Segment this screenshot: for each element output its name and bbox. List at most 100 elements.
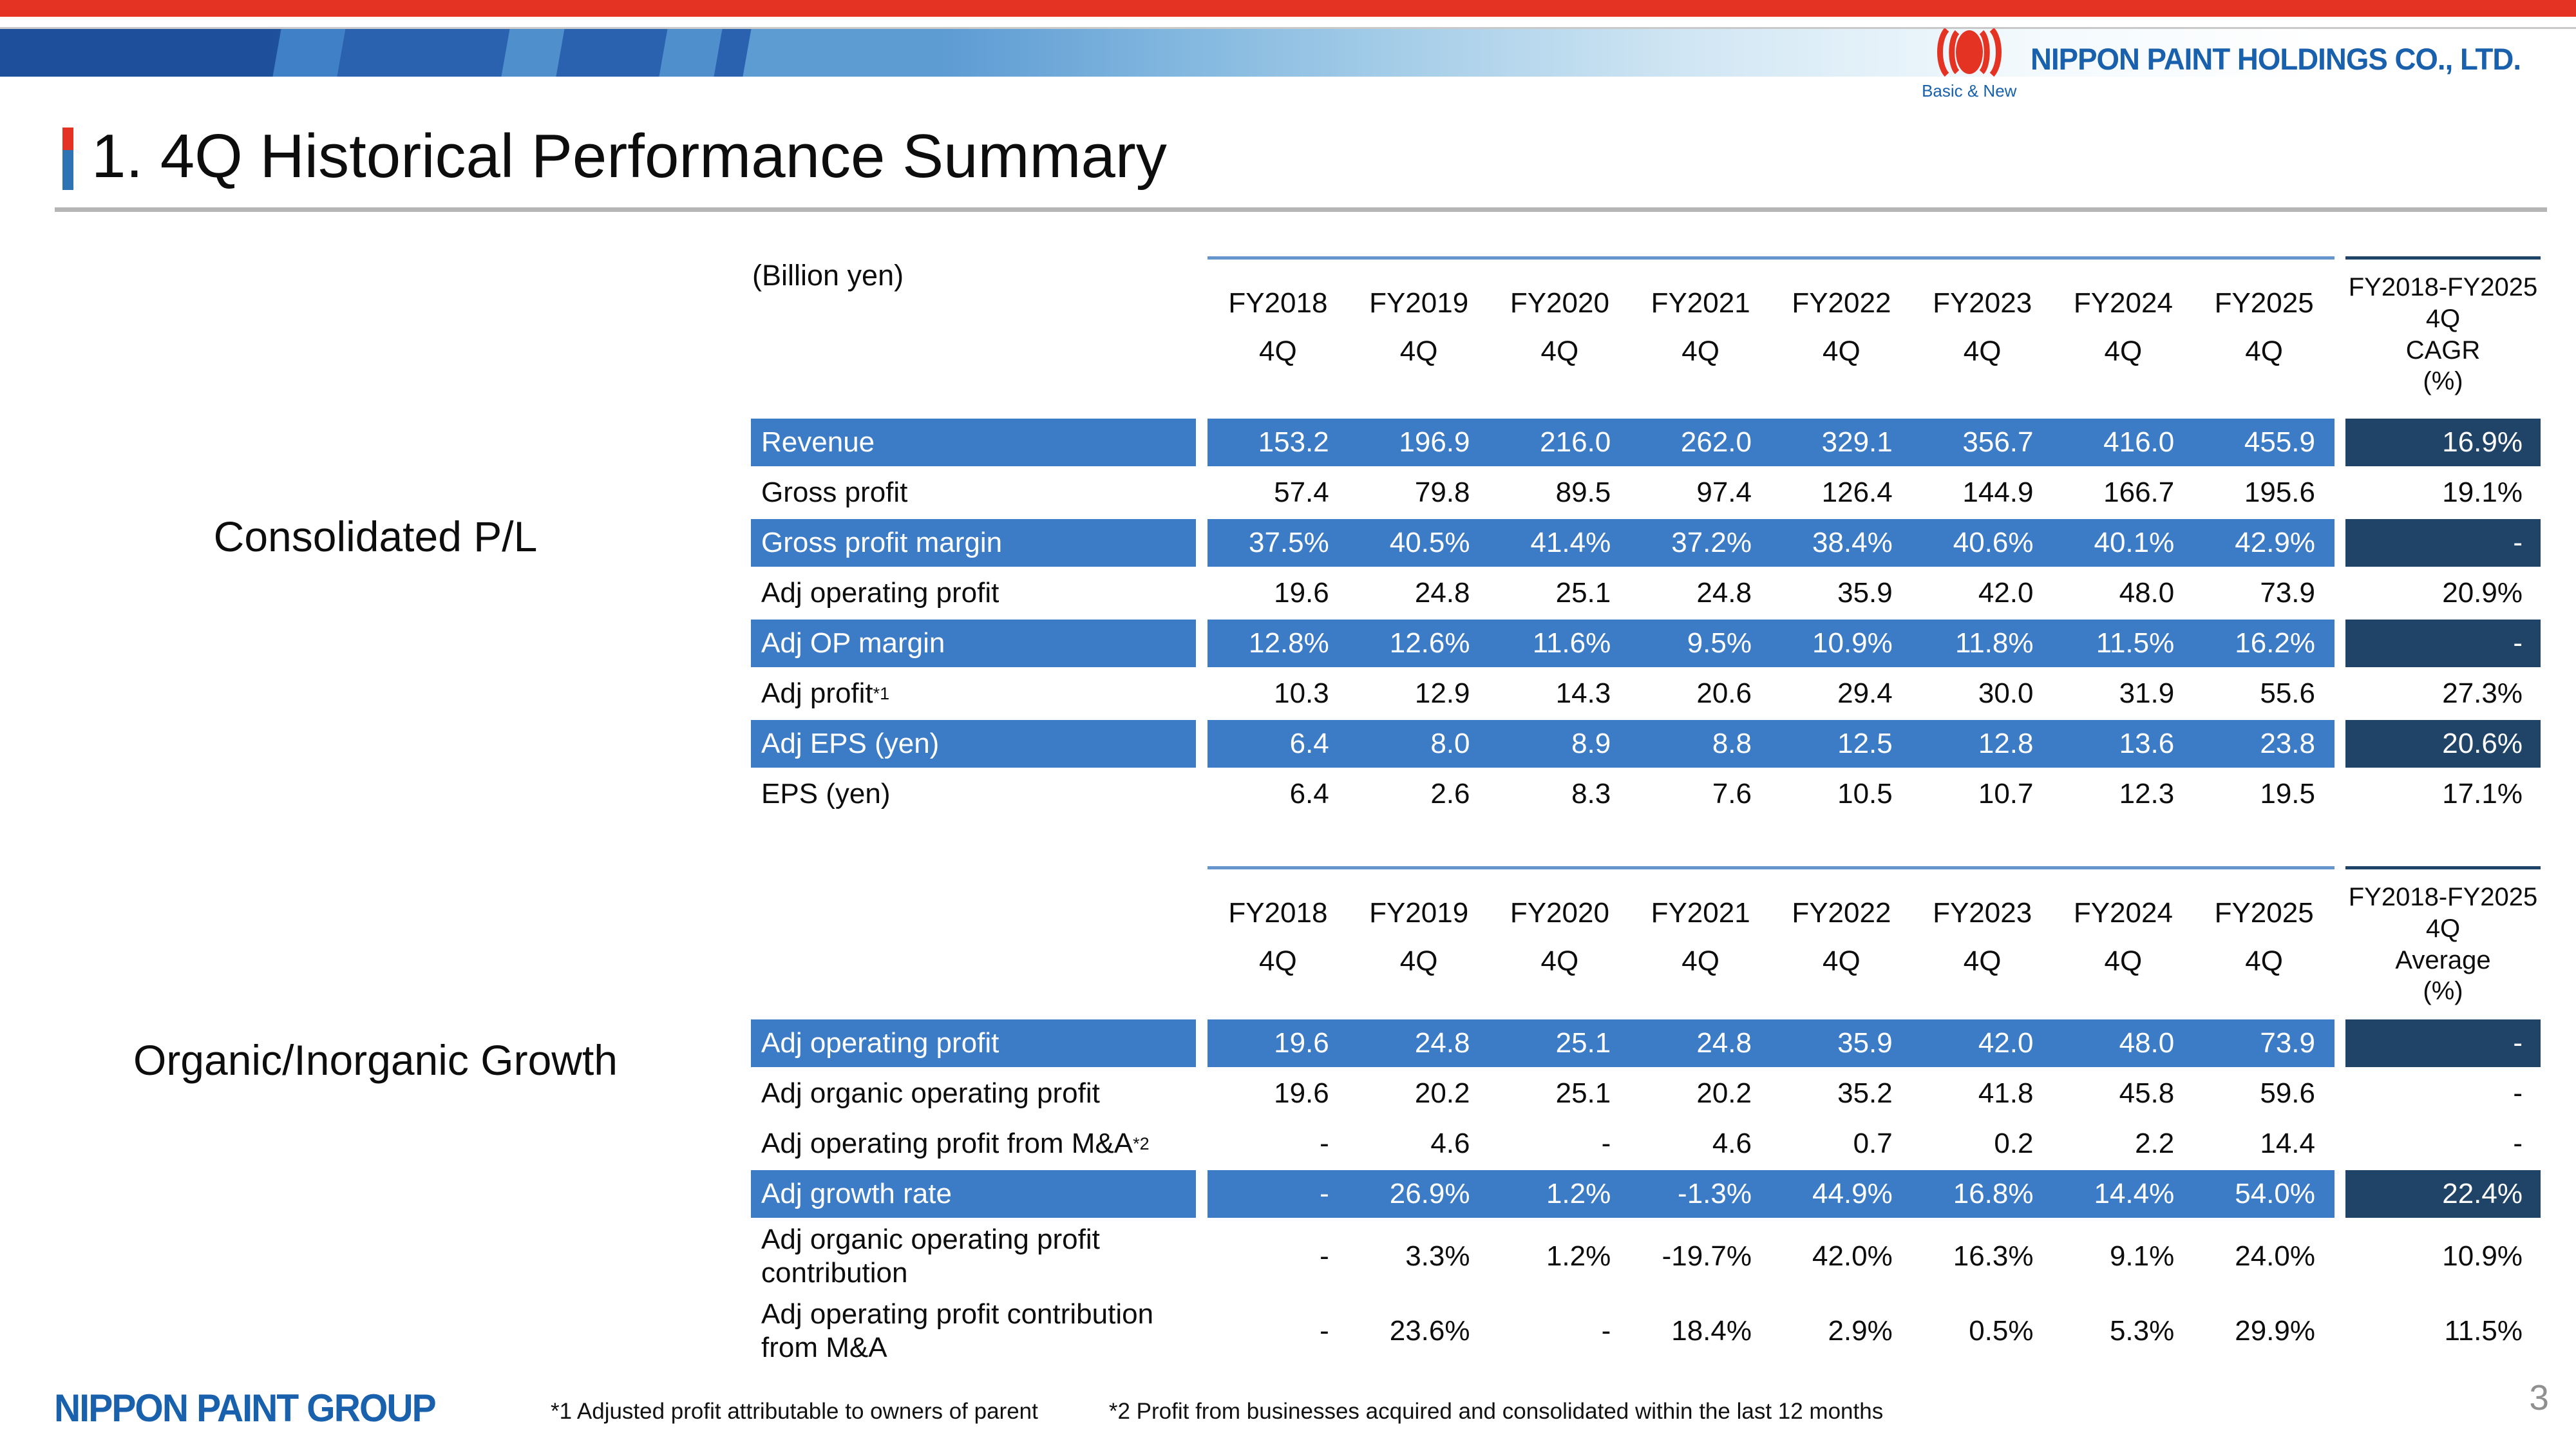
value-cell: 18.4% [1671, 1315, 1752, 1347]
summary-top-border [2345, 866, 2541, 869]
table-row: EPS (yen) 6.4 2.6 8.3 7.6 10.5 10.7 12.3 19.5 17.… [751, 770, 2541, 818]
value-cell: 41.4% [1530, 527, 1611, 558]
column-header-year: FY2022 [1792, 287, 1891, 319]
row-gutter [1196, 1170, 1208, 1218]
value-cell: 42.0 [1978, 577, 2034, 609]
column-header-year: FY2019 [1369, 287, 1469, 319]
table-row: Adj organic operating profit 19.6 20.2 25.1… [751, 1070, 2541, 1117]
row-values: 10.3 12.9 14.3 20.6 29.4 30.0 31.9 55.6 [1208, 670, 2334, 717]
column-header-year: FY2021 [1651, 287, 1750, 319]
value-cell: -19.7% [1662, 1240, 1752, 1272]
table-row: Gross profit margin 37.5% 40.5% 41.4% 37.2% 3… [751, 519, 2541, 567]
value-cell: 42.0 [1978, 1027, 2034, 1059]
value-cell: - [1320, 1178, 1329, 1209]
row-label: Adj OP margin [751, 620, 1196, 667]
value-cell: 57.4 [1274, 477, 1329, 508]
value-cell: 20.6 [1696, 677, 1752, 709]
company-logo: Basic & New NIPPON PAINT HOLDINGS CO., L… [1922, 28, 2536, 101]
column-header-quarter: 4Q [1963, 335, 2002, 367]
column-header: FY2025 4Q [2193, 279, 2334, 397]
value-cell: 40.1% [2094, 527, 2175, 558]
value-cell: 19.6 [1274, 1027, 1329, 1059]
table-top-border [1208, 866, 2334, 869]
value-cell: 25.1 [1555, 1027, 1611, 1059]
value-cell: 30.0 [1978, 677, 2034, 709]
column-header: FY2019 4Q [1349, 889, 1490, 1007]
company-name: NIPPON PAINT HOLDINGS CO., LTD. [2031, 42, 2521, 76]
value-cell: 59.6 [2260, 1077, 2315, 1109]
page-title: 1. 4Q Historical Performance Summary [91, 122, 1167, 191]
column-header-year: FY2023 [1933, 897, 2032, 929]
row-gutter [2334, 670, 2345, 717]
row-label: Adj organic operating profit contribution [761, 1224, 1100, 1289]
column-header: FY2021 4Q [1630, 279, 1771, 397]
title-divider [55, 207, 2547, 212]
value-cell: 41.8 [1978, 1077, 2034, 1109]
value-cell: 19.6 [1274, 577, 1329, 609]
value-cell: 10.3 [1274, 677, 1329, 709]
value-cell: 8.8 [1712, 728, 1752, 759]
value-cell: 3.3% [1405, 1240, 1470, 1272]
value-cell: 35.2 [1837, 1077, 1893, 1109]
header-spacer [751, 889, 1208, 1007]
value-cell: 216.0 [1540, 426, 1611, 458]
column-header-quarter: 4Q [1259, 335, 1297, 367]
header-gutter [2334, 279, 2345, 397]
value-cell: 23.6% [1389, 1315, 1470, 1347]
header-spacer [751, 279, 1208, 397]
value-cell: 455.9 [2244, 426, 2315, 458]
table-row: Adj growth rate - 26.9% 1.2% -1.3% 44.9% 16.8%… [751, 1170, 2541, 1218]
row-gutter [2334, 469, 2345, 516]
value-cell: 8.3 [1571, 778, 1611, 810]
value-cell: 5.3% [2109, 1315, 2175, 1347]
section-label-consolidated-pl: Consolidated P/L [213, 513, 538, 560]
value-cell: 24.8 [1414, 577, 1470, 609]
value-cell: 1.2% [1546, 1240, 1611, 1272]
row-values: 19.6 24.8 25.1 24.8 35.9 42.0 48.0 73.9 [1208, 569, 2334, 617]
value-cell: 10.9% [1812, 627, 1893, 659]
summary-column-header: FY2018-FY2025 4Q Average (%) [2345, 882, 2541, 1007]
summary-cell: 27.3% [2442, 677, 2523, 709]
banner-stripe [271, 29, 347, 77]
table-header-row: FY2018 4Q FY2019 4Q FY2020 4Q FY2021 4Q FY2022 4Q… [751, 273, 2541, 397]
row-label: EPS (yen) [761, 778, 891, 810]
value-cell: 44.9% [1812, 1178, 1893, 1209]
value-cell: 196.9 [1399, 426, 1470, 458]
row-gutter [2334, 1019, 2345, 1067]
value-cell: 12.3 [2119, 778, 2175, 810]
row-label: Adj profit *1 [761, 677, 890, 710]
row-gutter [1196, 519, 1208, 567]
row-label: Adj operating profit from M&A *2 [761, 1128, 1150, 1160]
value-cell: 12.8% [1248, 627, 1329, 659]
column-header: FY2021 4Q [1630, 889, 1771, 1007]
row-label: Adj operating profit [751, 1019, 1196, 1067]
value-cell: 2.2 [2135, 1128, 2175, 1159]
value-cell: 11.5% [2096, 627, 2175, 659]
value-cell: 6.4 [1289, 728, 1329, 759]
section-label-organic-inorganic-growth: Organic/Inorganic Growth [133, 1036, 618, 1084]
row-gutter [1196, 419, 1208, 466]
value-cell: 42.9% [2235, 527, 2315, 558]
row-label: Gross profit [761, 477, 908, 509]
column-header-quarter: 4Q [2245, 335, 2283, 367]
row-gutter [2334, 1295, 2345, 1367]
column-header-year: FY2023 [1933, 287, 2032, 319]
value-cell: 16.2% [2235, 627, 2315, 659]
row-gutter [1196, 770, 1208, 818]
row-values: 153.2 196.9 216.0 262.0 329.1 356.7 416.0 455.9 [1208, 419, 2334, 466]
column-header-quarter: 4Q [2245, 945, 2283, 977]
table-row: Adj EPS (yen) 6.4 8.0 8.9 8.8 12.5 12.8 13.6 23.… [751, 720, 2541, 768]
value-cell: 0.5% [1969, 1315, 2034, 1347]
value-cell: 24.8 [1696, 1027, 1752, 1059]
top-red-bar [0, 0, 2576, 17]
nippon-paint-mark-icon [1937, 28, 2002, 77]
column-header-year: FY2018 [1228, 897, 1328, 929]
value-cell: 23.8 [2260, 728, 2315, 759]
summary-header-line: FY2018-FY2025 [2348, 883, 2538, 911]
value-cell: 42.0% [1812, 1240, 1893, 1272]
table-row: Gross profit 57.4 79.8 89.5 97.4 126.4 144.9 16… [751, 469, 2541, 516]
summary-cell: - [2345, 1019, 2541, 1067]
column-header-year: FY2020 [1510, 287, 1609, 319]
column-header-year: FY2019 [1369, 897, 1469, 929]
footnotes: *1 Adjusted profit attributable to owner… [551, 1399, 1883, 1425]
